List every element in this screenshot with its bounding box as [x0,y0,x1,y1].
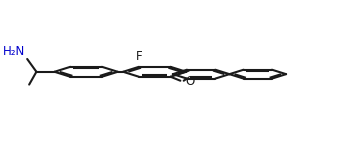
Text: H₂N: H₂N [3,45,26,58]
Text: O: O [186,75,195,88]
Text: F: F [136,50,142,62]
